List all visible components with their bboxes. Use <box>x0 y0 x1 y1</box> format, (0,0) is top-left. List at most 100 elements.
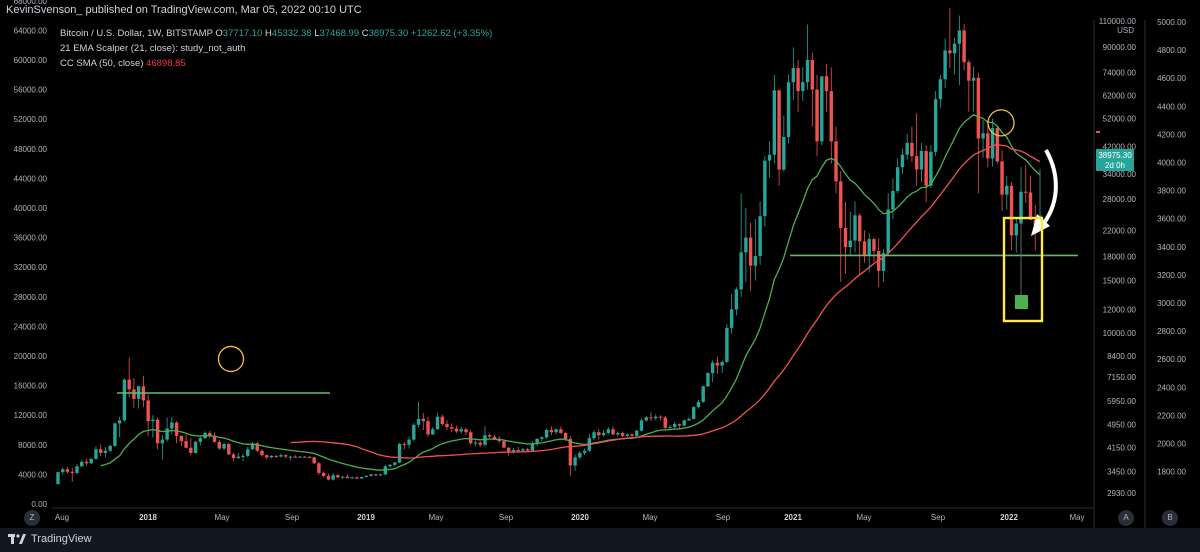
ema-label: 21 EMA Scalper (21, close): study_not_au… <box>60 43 246 54</box>
candle-body <box>407 439 411 445</box>
y-tick-left: 32000.00 <box>14 263 48 272</box>
candle-body <box>388 464 392 467</box>
candle-body <box>971 77 976 81</box>
candle-body <box>488 435 492 437</box>
close-value: 38975.30 <box>368 28 409 39</box>
candle-body <box>782 136 786 170</box>
candle-body <box>174 422 179 436</box>
candle-body <box>962 30 966 63</box>
candle-body <box>976 77 981 139</box>
candle-body <box>160 439 165 444</box>
candle-body <box>231 454 236 459</box>
candle-body <box>872 239 876 251</box>
top-bar: KevinSvenson_ published on TradingView.c… <box>0 0 1200 20</box>
x-tick-label: Sep <box>285 513 300 522</box>
y-tick-right: 52000.00 <box>1103 115 1137 124</box>
y-tick-right: 4950.00 <box>1107 421 1136 430</box>
y-tick-left: 44000.00 <box>14 174 48 183</box>
candle-body <box>445 424 449 428</box>
y-tick-left: 56000.00 <box>14 86 48 95</box>
x-tick-label: Sep <box>716 513 731 522</box>
candle-body <box>241 455 245 457</box>
candle-body <box>117 420 122 424</box>
candle-body <box>146 400 150 422</box>
candle-body <box>1014 223 1018 236</box>
low-label: L <box>314 28 320 39</box>
y-tick-right: 110000.00 <box>1099 17 1137 26</box>
candle-body <box>279 455 283 457</box>
y-tick-far-right: 2800.00 <box>1157 327 1186 336</box>
candle-body <box>772 90 777 155</box>
legend-row-symbol: Bitcoin / U.S. Dollar, 1W, BITSTAMP O377… <box>60 26 492 41</box>
x-tick-label: Aug <box>55 513 69 522</box>
b-scale-button[interactable]: B <box>1162 510 1178 526</box>
candle-body <box>820 76 824 142</box>
candle-body <box>170 422 174 429</box>
y-tick-left: 52000.00 <box>14 115 48 124</box>
candle-body <box>331 475 335 480</box>
candle-body <box>611 429 615 435</box>
price-tag-bg <box>1096 149 1134 171</box>
footer-bar <box>0 528 1200 552</box>
x-tick-label: 2019 <box>357 513 375 522</box>
candle-body <box>473 442 478 444</box>
x-tick-label: 2022 <box>1000 513 1018 522</box>
price-chart[interactable]: 0.00 4000.00 8000.00 12000.00 16000.00 20000.… <box>0 0 1200 528</box>
x-tick-label: May <box>642 513 657 522</box>
candle-body <box>84 461 89 464</box>
high-value: 45332.38 <box>271 28 312 39</box>
candle-body <box>89 458 93 464</box>
tradingview-logo[interactable]: TradingView <box>8 533 92 545</box>
candle-body <box>265 455 269 458</box>
y-tick-left: 12000.00 <box>14 411 48 420</box>
y-tick-left: 20000.00 <box>14 352 48 361</box>
chart-legend: Bitcoin / U.S. Dollar, 1W, BITSTAMP O377… <box>60 26 492 71</box>
candle-body <box>952 43 957 54</box>
x-tick-label: Sep <box>499 513 514 522</box>
candle-body <box>364 475 369 477</box>
candle-body <box>748 237 753 266</box>
y-tick-right: 2930.00 <box>1107 489 1136 498</box>
candle-body <box>75 466 79 473</box>
y-tick-far-right: 3200.00 <box>1157 271 1186 280</box>
candle-body <box>350 477 354 479</box>
tradingview-logo-icon <box>8 533 26 545</box>
zoom-button[interactable]: Z <box>24 510 40 526</box>
x-tick-label: May <box>856 513 871 522</box>
candle-body <box>858 215 862 242</box>
candle-body <box>421 418 425 422</box>
candle-body <box>378 474 383 476</box>
ema-21-line <box>100 114 1041 471</box>
candle-body <box>606 429 610 433</box>
tradingview-brand: TradingView <box>31 533 92 545</box>
y-tick-left: 64000.00 <box>14 26 48 35</box>
low-value: 37468.99 <box>319 28 360 39</box>
candle-body <box>943 50 947 80</box>
candle-body <box>222 444 226 449</box>
y-tick-right: 18000.00 <box>1103 253 1137 262</box>
candle-body <box>132 389 136 399</box>
legend-row-ema[interactable]: 21 EMA Scalper (21, close): study_not_au… <box>60 41 492 56</box>
symbol-label[interactable]: Bitcoin / U.S. Dollar, 1W, BITSTAMP <box>60 28 213 39</box>
candle-body <box>1028 192 1033 220</box>
legend-row-sma[interactable]: CC SMA (50, close) 46898.85 <box>60 56 492 71</box>
candle-body <box>568 438 573 466</box>
y-tick-far-right: 3600.00 <box>1157 215 1186 224</box>
candle-body <box>544 430 549 438</box>
candle-body <box>801 82 805 92</box>
candle-body <box>1009 185 1014 236</box>
candle-body <box>677 424 682 426</box>
candle-body <box>848 240 852 248</box>
candle-body <box>601 432 606 436</box>
candle-body <box>61 469 65 473</box>
candle-body <box>578 452 582 458</box>
candle-body <box>948 50 952 54</box>
y-tick-far-right: 1800.00 <box>1157 468 1186 477</box>
candle-body <box>217 441 221 449</box>
x-tick-label: 2021 <box>784 513 802 522</box>
candle-body <box>559 429 563 433</box>
y-tick-right: 3450.00 <box>1107 468 1136 477</box>
candle-body <box>340 476 345 478</box>
auto-scale-button[interactable]: A <box>1118 510 1134 526</box>
candle-body <box>492 436 497 440</box>
